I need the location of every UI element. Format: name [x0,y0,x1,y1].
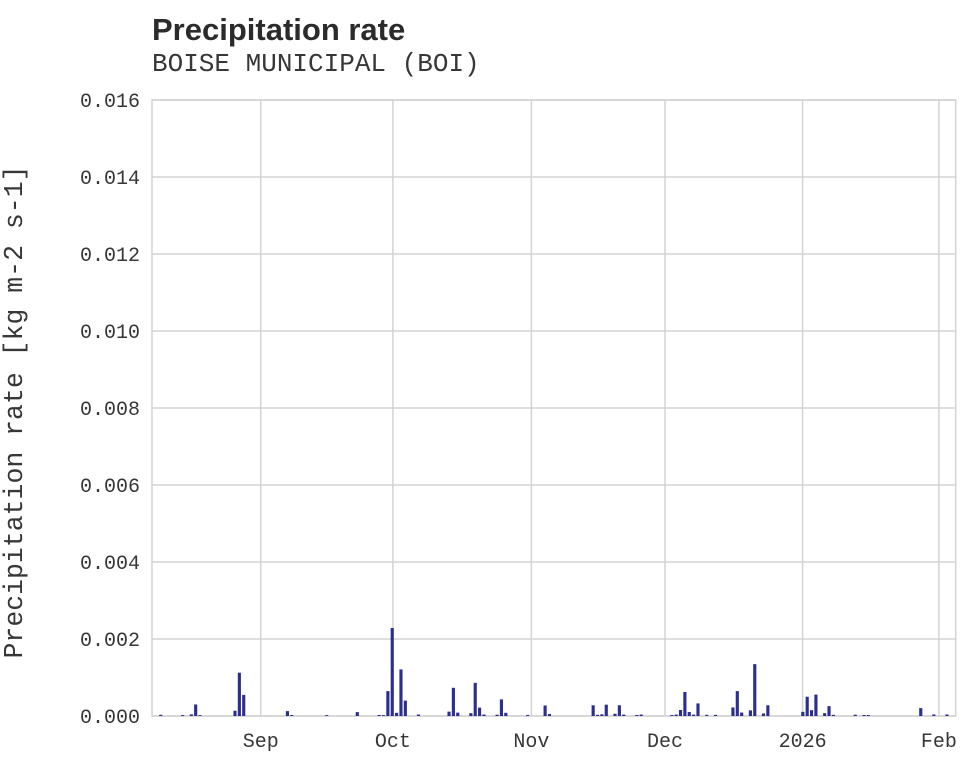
svg-text:0.012: 0.012 [80,245,140,268]
svg-text:Precipitation rate [kg m-2 s-1: Precipitation rate [kg m-2 s-1] [0,166,30,659]
svg-text:0.016: 0.016 [80,91,140,114]
svg-text:2026: 2026 [779,731,827,754]
svg-text:0.000: 0.000 [80,707,140,730]
svg-text:Oct: Oct [375,731,411,754]
svg-text:0.014: 0.014 [80,168,140,191]
svg-text:0.008: 0.008 [80,399,140,422]
svg-text:Feb: Feb [921,731,957,754]
svg-text:Sep: Sep [243,731,279,754]
svg-text:Dec: Dec [647,731,683,754]
svg-text:0.002: 0.002 [80,630,140,653]
svg-text:0.004: 0.004 [80,553,140,576]
svg-text:0.010: 0.010 [80,322,140,345]
svg-text:0.006: 0.006 [80,476,140,499]
svg-text:Nov: Nov [513,731,549,754]
